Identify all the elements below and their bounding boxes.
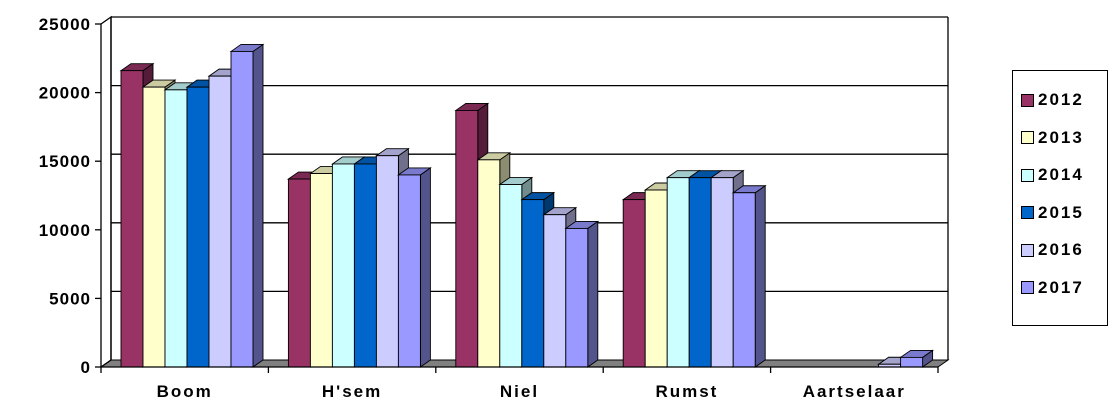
bar xyxy=(666,177,690,368)
x-tick-label: Aartselaar xyxy=(803,382,906,401)
x-tick-label: Rumst xyxy=(655,382,718,401)
bar xyxy=(644,189,668,368)
bar xyxy=(186,86,210,368)
legend-item: 2013 xyxy=(1021,127,1084,149)
bar xyxy=(309,173,333,368)
legend-label: 2013 xyxy=(1038,127,1084,147)
y-tick-label: 0 xyxy=(81,358,91,377)
legend-swatch xyxy=(1021,168,1034,182)
legend-item: 2012 xyxy=(1021,89,1084,111)
legend-label: 2012 xyxy=(1038,90,1084,109)
legend-label: 2014 xyxy=(1038,165,1084,184)
y-tick-label: 25000 xyxy=(39,15,91,34)
axis-labels: 0 5000 10000 15000 20000 25000 Boom H'sem Niel Ru… xyxy=(39,15,906,401)
y-tick-label: 15000 xyxy=(39,152,91,171)
x-tick-label: H'sem xyxy=(322,382,382,401)
legend-label: 2015 xyxy=(1038,202,1084,222)
legend-swatch xyxy=(1021,243,1034,257)
bar xyxy=(287,178,311,368)
legend-item: 2014 xyxy=(1021,164,1084,186)
axes xyxy=(95,15,939,373)
bar xyxy=(331,163,355,368)
bar xyxy=(142,86,166,368)
legend-item: 2016 xyxy=(1021,239,1084,261)
bar xyxy=(230,50,254,368)
bar xyxy=(732,192,756,368)
bar xyxy=(208,75,232,368)
y-tick-label: 5000 xyxy=(49,289,91,308)
bar xyxy=(455,109,479,368)
bar xyxy=(477,159,501,368)
side-wall xyxy=(100,15,112,369)
bar xyxy=(565,227,589,368)
legend-swatch xyxy=(1021,281,1034,294)
legend-item: 2015 xyxy=(1021,202,1084,224)
legend-item: 2017 xyxy=(1021,277,1084,299)
legend: 2012 2013 2014 2015 2016 2017 xyxy=(1012,70,1108,326)
bars xyxy=(119,43,935,368)
bar xyxy=(499,184,523,368)
bar xyxy=(353,163,377,368)
y-tick-label: 20000 xyxy=(39,84,91,103)
bar xyxy=(375,155,399,368)
bar xyxy=(397,174,421,368)
bar xyxy=(543,214,567,368)
bar xyxy=(120,70,144,368)
bar xyxy=(521,199,545,368)
x-tick-label: Boom xyxy=(157,382,213,401)
y-tick-label: 10000 xyxy=(39,221,91,240)
bar xyxy=(622,199,646,368)
bar-side xyxy=(419,167,431,368)
bar xyxy=(688,177,712,368)
x-tick-label: Niel xyxy=(500,382,539,401)
legend-swatch xyxy=(1021,93,1034,107)
legend-swatch xyxy=(1021,131,1034,144)
bar xyxy=(900,356,924,368)
bar xyxy=(164,89,188,368)
bar-side xyxy=(252,43,264,368)
legend-swatch xyxy=(1021,206,1034,219)
bar-chart: 0 5000 10000 15000 20000 25000 Boom H'sem Niel Ru… xyxy=(39,15,950,401)
bar xyxy=(710,177,734,368)
legend-label: 2017 xyxy=(1038,277,1084,297)
bar-side xyxy=(754,184,766,368)
legend-label: 2016 xyxy=(1038,240,1084,259)
bar-side xyxy=(587,220,599,368)
